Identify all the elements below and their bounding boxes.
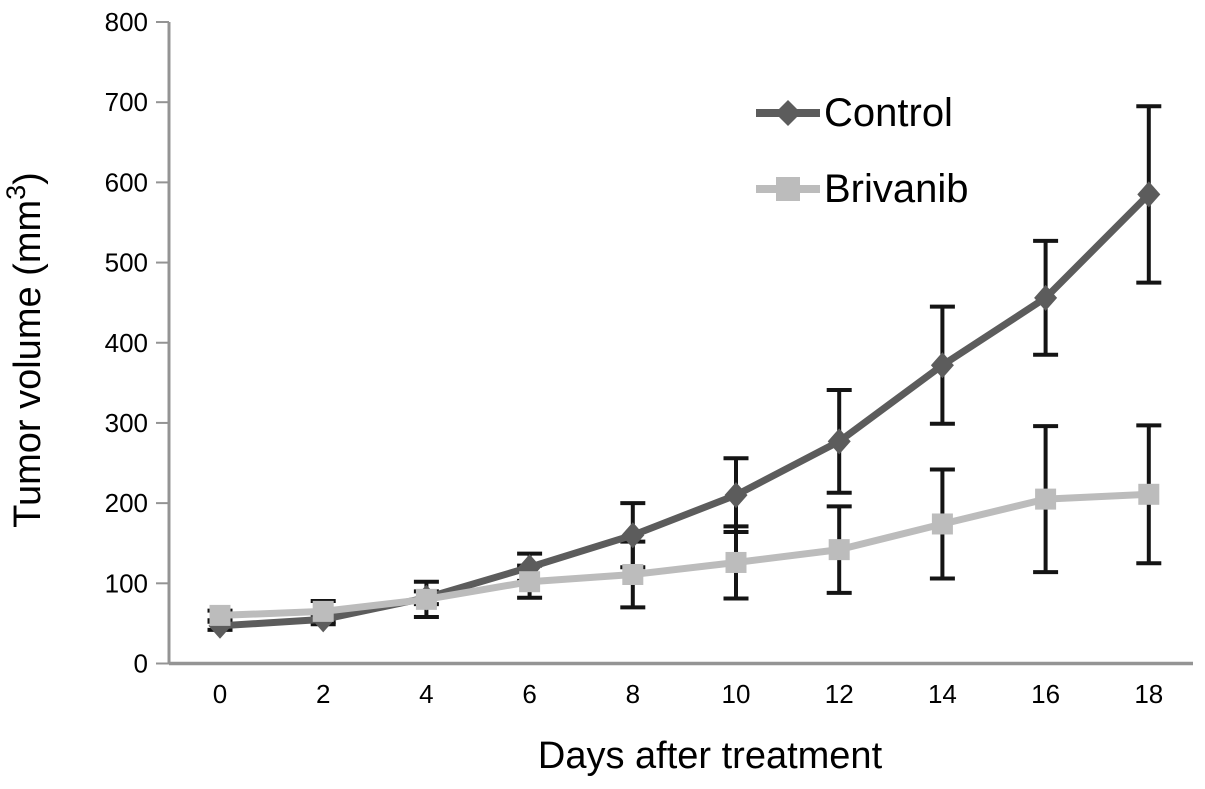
y-tick-label: 500 <box>105 248 148 278</box>
y-tick-label: 700 <box>105 87 148 117</box>
x-tick-label: 4 <box>419 679 433 709</box>
series-line-control <box>219 191 1152 630</box>
x-tick-label: 2 <box>316 679 330 709</box>
legend-item-brivanib: Brivanib <box>756 167 969 211</box>
y-axis-title-prefix: Tumor volume (mm <box>7 200 49 528</box>
marker-brivanib <box>725 551 747 573</box>
x-axis-title: Days after treatment <box>538 735 883 777</box>
marker-control <box>1034 284 1058 311</box>
marker-brivanib <box>1035 488 1057 510</box>
legend-label-brivanib: Brivanib <box>824 167 969 211</box>
marker-brivanib <box>931 513 953 535</box>
marker-control <box>1137 181 1161 208</box>
marker-brivanib <box>312 600 334 622</box>
y-tick-label: 400 <box>105 328 148 358</box>
x-tick-label: 10 <box>722 679 751 709</box>
y-tick-label: 600 <box>105 167 148 197</box>
series-line-brivanib <box>219 490 1149 619</box>
marker-brivanib <box>1138 483 1160 505</box>
x-tick-label: 6 <box>522 679 536 709</box>
legend-label-control: Control <box>824 91 953 135</box>
marker-brivanib <box>519 571 541 593</box>
marker-control <box>827 428 851 455</box>
y-tick-label: 0 <box>134 649 148 679</box>
y-tick-label: 300 <box>105 408 148 438</box>
legend-diamond-icon <box>775 100 801 126</box>
x-tick-label: 12 <box>825 679 854 709</box>
marker-control <box>724 482 748 509</box>
x-tick-label: 16 <box>1031 679 1060 709</box>
y-axis-title-suffix: ) <box>7 172 49 185</box>
y-tick-label: 100 <box>105 568 148 598</box>
y-axis-title: Tumor volume (mm3) <box>1 172 49 528</box>
marker-control <box>930 352 954 379</box>
marker-control <box>621 522 645 549</box>
marker-brivanib <box>415 588 437 610</box>
x-tick-label: 0 <box>213 679 227 709</box>
legend-item-control: Control <box>756 91 953 135</box>
y-tick-label: 200 <box>105 488 148 518</box>
legend-square-icon <box>776 177 800 201</box>
x-tick-label: 8 <box>626 679 640 709</box>
marker-brivanib <box>828 539 850 561</box>
x-tick-label: 18 <box>1134 679 1163 709</box>
marker-brivanib <box>209 604 231 626</box>
marker-brivanib <box>622 563 644 585</box>
legend: Control Brivanib <box>756 91 969 211</box>
x-tick-label: 14 <box>928 679 957 709</box>
plot-area: 0 100 200 300 400 500 600 700 800 0 2 4 6 8 10 12 14 16 18 <box>105 7 1193 709</box>
y-tick-label: 800 <box>105 7 148 37</box>
y-axis-title-superscript: 3 <box>1 185 31 200</box>
